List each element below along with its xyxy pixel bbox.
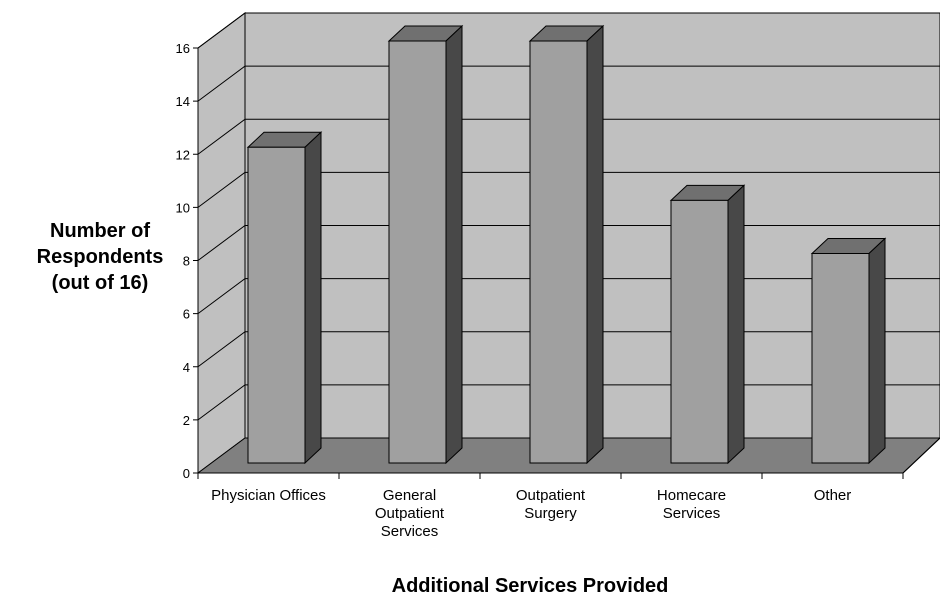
x-axis	[197, 437, 940, 479]
y-tick-label: 8	[183, 254, 190, 269]
x-tick-label-line: Outpatient	[515, 487, 586, 504]
y-axis-title-line: Number of	[50, 220, 150, 242]
bar	[529, 40, 588, 464]
y-axis-title-line: (out of 16)	[51, 272, 149, 294]
bar-side	[304, 131, 322, 465]
bar	[388, 40, 447, 464]
x-tick-label-line: Surgery	[524, 505, 577, 522]
x-tick-label-line: Physician Offices	[211, 487, 326, 504]
floor-edge	[902, 437, 940, 474]
y-tick-label: 14	[176, 94, 190, 109]
bar	[670, 199, 729, 464]
y-axis-title: Number of Respondents (out of 16)	[14, 218, 186, 296]
x-tick-label-line: General	[382, 487, 437, 504]
y-tick-label: 6	[183, 307, 190, 322]
bar-side	[586, 24, 604, 465]
y-tick-label: 10	[176, 200, 190, 215]
x-tick-label: Physician Offices	[199, 487, 339, 505]
gridline	[197, 118, 940, 155]
x-axis-title: Additional Services Provided	[391, 575, 669, 597]
x-tick-label: Other	[763, 487, 903, 505]
gridline	[197, 12, 940, 49]
bar	[811, 253, 870, 464]
y-axis-title-line: Respondents	[36, 246, 164, 268]
x-tick-label-line: Outpatient	[374, 505, 445, 522]
x-tick-label: Outpatient Surgery	[481, 487, 621, 523]
x-tick-label-line: Homecare	[656, 487, 727, 504]
x-tick-label: Homecare Services	[622, 487, 762, 523]
x-tick-label-line: Other	[813, 487, 852, 504]
y-tick-label: 16	[176, 41, 190, 56]
x-tick-label-line: Services	[380, 523, 439, 540]
bar-side	[445, 24, 463, 465]
gridline	[197, 171, 940, 208]
y-tick-label: 12	[176, 147, 190, 162]
x-tick-label: General Outpatient Services	[340, 487, 480, 541]
y-tick-label: 4	[183, 360, 190, 375]
x-tick-label-line: Services	[662, 505, 721, 522]
bar-side	[727, 184, 745, 465]
y-tick-label: 2	[183, 413, 190, 428]
bar-side	[868, 237, 886, 465]
y-tick-label: 0	[183, 466, 190, 481]
y-axis: 0 2 4 6 8 10 12 14 16	[176, 41, 199, 481]
bars	[246, 24, 887, 465]
gridline	[197, 65, 940, 102]
bar	[247, 146, 306, 464]
